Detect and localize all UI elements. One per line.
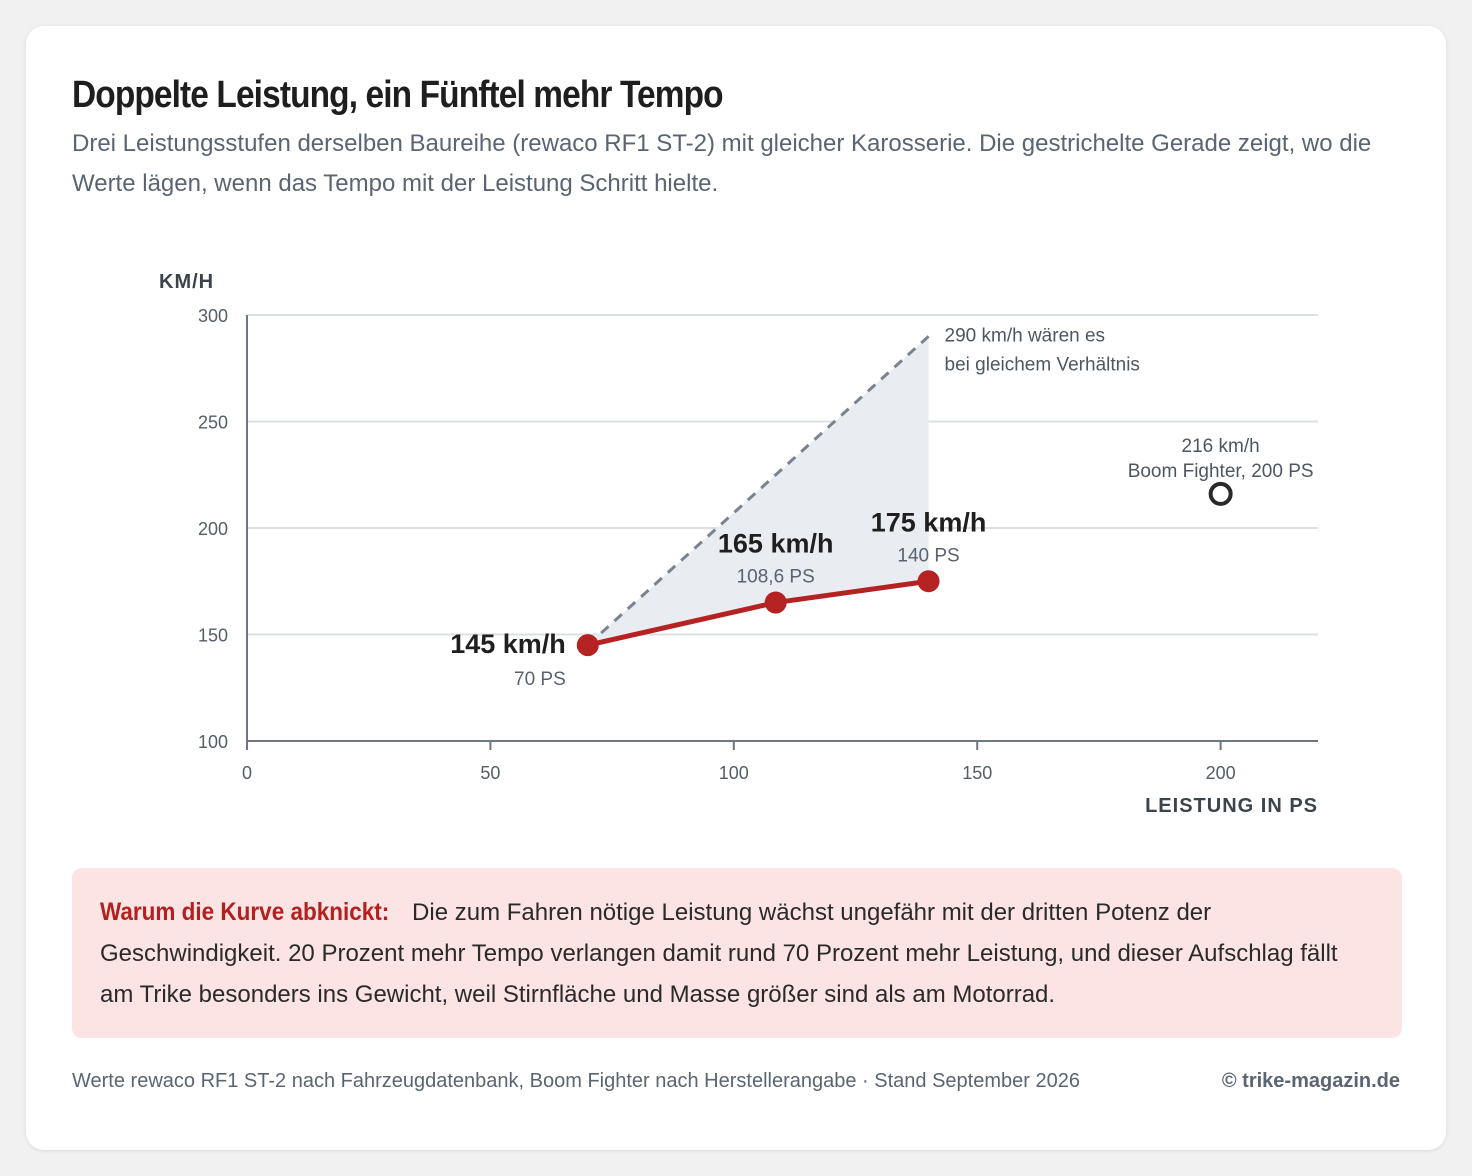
data-label-sub: 70 PS — [514, 669, 566, 690]
data-label-value: 175 km/h — [871, 507, 987, 537]
data-point — [764, 591, 787, 614]
x-tick-label: 100 — [719, 763, 749, 783]
x-tick-label: 200 — [1206, 763, 1236, 783]
credit: © trike-magazin.de — [1221, 1070, 1400, 1092]
data-label-value: 145 km/h — [450, 629, 566, 659]
data-point — [576, 634, 599, 657]
line-chart: 100 150 200 250 300 0 50 100 150 200 KM/H LEISTUNG … — [159, 271, 1318, 817]
comparison-point — [1208, 481, 1233, 506]
x-axis-title: LEISTUNG IN PS — [1145, 795, 1318, 817]
chart-title: Doppelte Leistung, ein Fünftel mehr Temp… — [72, 74, 724, 116]
chart-card: Doppelte Leistung, ein Fünftel mehr Temp… — [26, 26, 1446, 1150]
data-label-sub: 108,6 PS — [737, 567, 815, 588]
x-tick-label: 50 — [480, 763, 500, 783]
explanation-note: Warum die Kurve abknickt: Die zum Fahren… — [72, 868, 1402, 1038]
gap-area — [587, 336, 929, 646]
y-axis-title: KM/H — [159, 271, 214, 293]
comparison-label: Boom Fighter, 200 PS — [1128, 461, 1314, 482]
chart-subtitle: Drei Leistungsstufen derselben Baureihe … — [72, 130, 1372, 197]
x-tick-label: 150 — [962, 763, 992, 783]
note-text: Die zum Fahren nötige Leistung wächst un… — [100, 899, 1338, 1008]
note-label: Warum die Kurve abknickt: — [100, 898, 390, 926]
y-tick-label: 200 — [198, 519, 228, 539]
y-tick-label: 100 — [198, 732, 228, 752]
reference-line — [586, 335, 930, 647]
y-tick-label: 300 — [198, 306, 228, 326]
data-point — [917, 570, 940, 593]
y-tick-label: 250 — [198, 413, 228, 433]
source-note: Werte rewaco RF1 ST-2 nach Fahrzeugdaten… — [72, 1070, 1080, 1092]
reference-annotation: bei gleichem Verhältnis — [945, 354, 1140, 375]
reference-annotation: 290 km/h wären es — [945, 325, 1106, 346]
x-tick-label: 0 — [242, 763, 252, 783]
y-tick-label: 150 — [198, 626, 228, 646]
data-label-value: 165 km/h — [718, 529, 834, 559]
comparison-label: 216 km/h — [1182, 436, 1260, 457]
data-label-sub: 140 PS — [897, 545, 959, 566]
